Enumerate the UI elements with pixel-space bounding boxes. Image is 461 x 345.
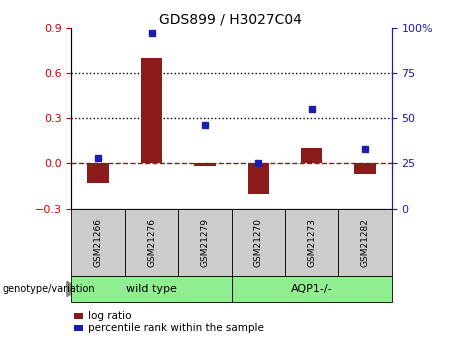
Text: log ratio: log ratio: [88, 311, 131, 321]
Bar: [141, 58, 162, 164]
Text: GDS899 / H3027C04: GDS899 / H3027C04: [159, 12, 302, 26]
Text: AQP1-/-: AQP1-/-: [291, 284, 332, 294]
Text: GSM21279: GSM21279: [201, 218, 209, 267]
Text: genotype/variation: genotype/variation: [2, 284, 95, 294]
Text: wild type: wild type: [126, 284, 177, 294]
Text: GSM21266: GSM21266: [94, 218, 103, 267]
Bar: [248, 164, 269, 194]
Polygon shape: [67, 282, 81, 296]
Text: GSM21273: GSM21273: [307, 218, 316, 267]
Bar: [301, 148, 322, 164]
Text: GSM21270: GSM21270: [254, 218, 263, 267]
Text: GSM21276: GSM21276: [147, 218, 156, 267]
Bar: [194, 164, 216, 167]
Text: GSM21282: GSM21282: [361, 218, 370, 267]
Bar: [355, 164, 376, 174]
Text: percentile rank within the sample: percentile rank within the sample: [88, 323, 264, 333]
Bar: [88, 164, 109, 183]
